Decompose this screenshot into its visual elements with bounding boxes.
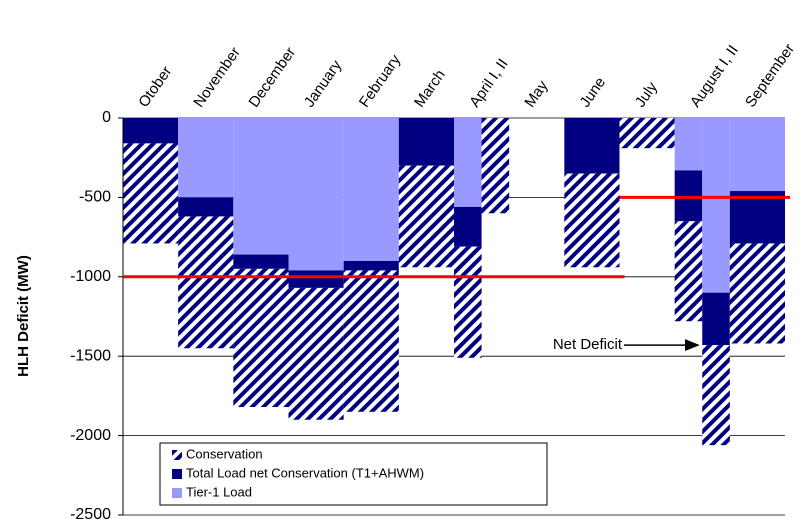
bar xyxy=(702,292,730,346)
bar xyxy=(564,118,620,174)
legend-swatch xyxy=(172,469,182,479)
bar xyxy=(454,118,482,207)
legend: Conservation Total Load net Conservation … xyxy=(159,442,548,506)
bar xyxy=(343,118,399,261)
bar xyxy=(674,221,703,322)
bar xyxy=(702,345,730,446)
bar xyxy=(288,287,344,420)
x-tick-label: December xyxy=(246,44,300,110)
bar xyxy=(729,118,785,192)
bar xyxy=(233,254,289,269)
x-tick-label: April I, II xyxy=(466,56,511,111)
bar xyxy=(674,118,703,171)
y-tick-label: -2000 xyxy=(70,427,111,444)
y-tick-label: -1500 xyxy=(70,347,111,364)
y-tick-label: -1000 xyxy=(70,268,111,285)
bar xyxy=(123,143,179,244)
x-tick-label: March xyxy=(411,67,449,111)
bar xyxy=(288,270,344,288)
bar xyxy=(454,246,482,358)
bar xyxy=(454,206,482,247)
bar xyxy=(178,216,234,349)
bar xyxy=(343,260,399,271)
y-tick-label: -500 xyxy=(79,189,111,206)
y-axis-title: HLH Deficit (MW) xyxy=(15,255,32,377)
x-tick-label: November xyxy=(190,44,244,110)
bar xyxy=(481,118,510,214)
bar xyxy=(398,118,454,166)
bar xyxy=(178,118,234,198)
x-tick-label: June xyxy=(577,74,610,110)
x-tick-label: January xyxy=(301,57,346,111)
y-tick-label: 0 xyxy=(102,109,111,126)
legend-label: Total Load net Conservation (T1+AHWM) xyxy=(186,465,424,480)
x-tick-label: August I, II xyxy=(687,42,742,110)
legend-swatch xyxy=(172,488,182,498)
bar xyxy=(674,170,703,222)
bar xyxy=(398,165,454,268)
x-tick-label: Otober xyxy=(135,63,175,110)
bar xyxy=(343,270,399,412)
y-tick-label: -2500 xyxy=(70,506,111,523)
legend-label: Conservation xyxy=(186,446,263,461)
bar xyxy=(233,268,289,408)
bar xyxy=(729,243,785,344)
x-tick-label: February xyxy=(356,51,405,110)
legend-swatch xyxy=(172,450,182,460)
bar xyxy=(729,191,785,244)
bar xyxy=(178,197,234,217)
bar xyxy=(233,118,289,255)
bar xyxy=(564,173,620,268)
bar xyxy=(702,118,730,293)
legend-box xyxy=(159,442,548,506)
x-tick-label: September xyxy=(742,41,798,111)
x-tick-label: May xyxy=(521,77,551,110)
bar xyxy=(123,118,179,144)
annotation: Net Deficit xyxy=(553,336,623,353)
bar xyxy=(619,118,675,149)
x-tick-label: July xyxy=(632,79,662,111)
bar xyxy=(288,118,344,271)
legend-label: Tier-1 Load xyxy=(186,484,252,499)
